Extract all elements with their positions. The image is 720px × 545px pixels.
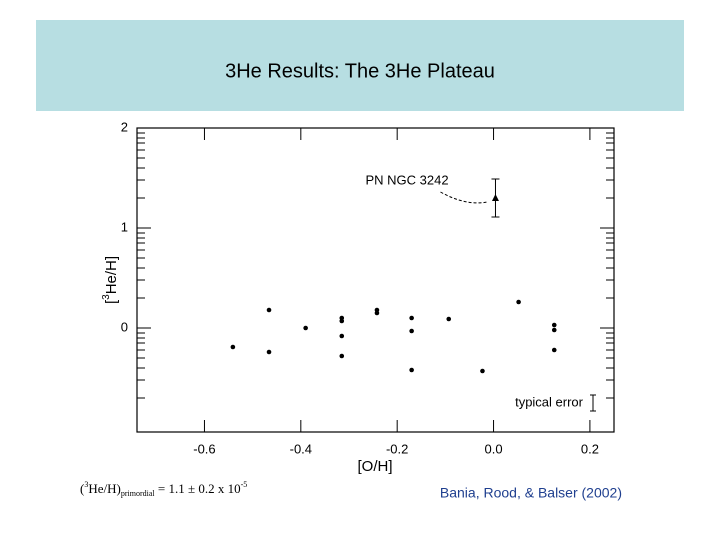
y-label-sup: 3 xyxy=(101,294,112,300)
citation: Bania, Rood, & Balser (2002) xyxy=(440,485,622,501)
formula: (3He/H)primordial = 1.1 ± 0.2 x 10-5 xyxy=(80,480,247,498)
data-point xyxy=(266,349,272,355)
y-axis-label: [3He/H] xyxy=(101,256,120,304)
x-tick-label: -0.6 xyxy=(193,441,215,456)
data-point xyxy=(409,328,414,334)
formula-part: ( xyxy=(80,481,84,496)
data-point xyxy=(339,318,345,324)
data-point xyxy=(230,344,236,350)
y-tick-label: 0 xyxy=(121,319,128,334)
y-tick-label: 1 xyxy=(121,219,128,234)
highlight-point xyxy=(491,194,499,201)
slide-title: 3He Results: The 3He Plateau xyxy=(225,60,495,82)
formula-sub: primordial xyxy=(121,489,156,498)
data-point xyxy=(516,299,521,305)
data-point xyxy=(266,307,272,313)
y-label-part: He/H] xyxy=(103,256,120,294)
formula-part: = 1.1 ± 0.2 x 10 xyxy=(155,481,241,496)
formula-sup: 3 xyxy=(84,480,88,489)
annotation: PN NGC 3242 xyxy=(365,172,448,187)
x-tick-label: -0.2 xyxy=(386,441,408,456)
data-point xyxy=(480,368,485,374)
data-point xyxy=(409,367,414,373)
x-tick-label: -0.4 xyxy=(290,441,312,456)
data-point xyxy=(409,315,414,321)
typical-error-label: typical error xyxy=(515,394,584,409)
title-banner xyxy=(36,20,684,111)
data-point xyxy=(339,353,345,359)
data-point xyxy=(303,325,308,331)
x-tick-label: 0.0 xyxy=(485,441,503,456)
data-point xyxy=(446,316,452,322)
formula-sup: -5 xyxy=(241,480,248,489)
y-tick-label: 2 xyxy=(121,119,128,134)
formula-part: He/H) xyxy=(88,481,121,496)
x-axis-label: [O/H] xyxy=(357,458,392,475)
data-point xyxy=(551,327,557,333)
y-label-part: [ xyxy=(103,299,120,304)
data-point xyxy=(339,333,345,339)
data-point xyxy=(374,310,380,316)
x-tick-label: 0.2 xyxy=(581,441,599,456)
data-point xyxy=(551,347,557,353)
annotation-arrow xyxy=(440,191,488,204)
data-point xyxy=(551,322,557,328)
